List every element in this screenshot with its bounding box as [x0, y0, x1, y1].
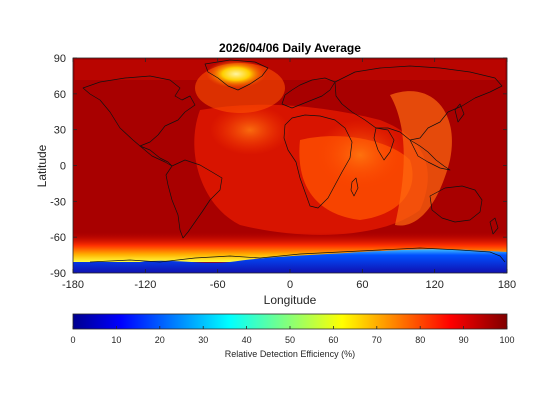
coast-new-zealand	[489, 217, 499, 235]
colorbar-tick-label: 20	[155, 335, 165, 345]
coast-australia	[429, 185, 483, 223]
x-tick-label: -120	[134, 279, 156, 291]
y-tick-label: -90	[50, 268, 66, 280]
colorbar-tick-label: 50	[285, 335, 295, 345]
coast-south-america	[165, 159, 223, 239]
coast-central-america	[139, 145, 173, 167]
coast-japan	[454, 103, 465, 123]
field-zone-antarctica	[73, 249, 507, 273]
coast-greenland	[204, 59, 269, 91]
colorbar-tick-label: 100	[499, 335, 514, 345]
coast-asia	[334, 65, 503, 141]
coast-antarctica	[89, 247, 506, 263]
coast-southeast-asia	[409, 139, 451, 171]
coast-africa	[283, 114, 353, 209]
coast-north-america	[82, 75, 196, 147]
x-tick-label: 60	[356, 279, 368, 291]
y-axis-title: Latitude	[35, 144, 49, 187]
y-axis: 90 60 30 0 -30 -60 -90	[50, 53, 507, 280]
coast-india	[373, 127, 395, 161]
field-zone-greenland	[206, 60, 266, 88]
coastlines	[82, 59, 506, 263]
y-tick-label: 90	[54, 53, 66, 65]
map-area	[73, 58, 507, 273]
x-tick-label: 120	[425, 279, 443, 291]
field-zone-arctic	[75, 60, 505, 80]
y-tick-label: -30	[50, 196, 66, 208]
y-tick-label: 30	[54, 125, 66, 137]
x-tick-label: -180	[62, 279, 84, 291]
y-tick-label: -60	[50, 232, 66, 244]
x-tick-label: 0	[287, 279, 293, 291]
colorbar-tick-label: 30	[198, 335, 208, 345]
map-title: 2026/04/06 Daily Average	[219, 41, 361, 55]
field-zone-east-africa	[315, 120, 405, 190]
y-tick-label: 60	[54, 89, 66, 101]
colorbar-tick-label: 40	[242, 335, 252, 345]
colorbar-tick-label: 10	[111, 335, 121, 345]
y-tick-label: 0	[60, 161, 66, 173]
coast-madagascar	[350, 177, 359, 197]
colorbar-tick-label: 70	[372, 335, 382, 345]
x-tick-label: -60	[210, 279, 226, 291]
colorbar-ticks: 0 10 20 30 40 50 60 70 80 90 100	[70, 326, 515, 345]
field-zone-asia-streak	[390, 91, 452, 226]
x-tick-label: 180	[498, 279, 516, 291]
field-zone-tropical-atlantic	[210, 105, 290, 155]
colorbar-label: Relative Detection Efficiency (%)	[225, 349, 355, 359]
colorbar-tick-label: 60	[328, 335, 338, 345]
colorbar-tick-label: 80	[415, 335, 425, 345]
colorbar-tick-label: 0	[70, 335, 75, 345]
x-axis: -180 -120 -60 0 60 120 180	[62, 58, 516, 291]
colorbar-tick-label: 90	[459, 335, 469, 345]
x-axis-title: Longitude	[264, 293, 317, 307]
